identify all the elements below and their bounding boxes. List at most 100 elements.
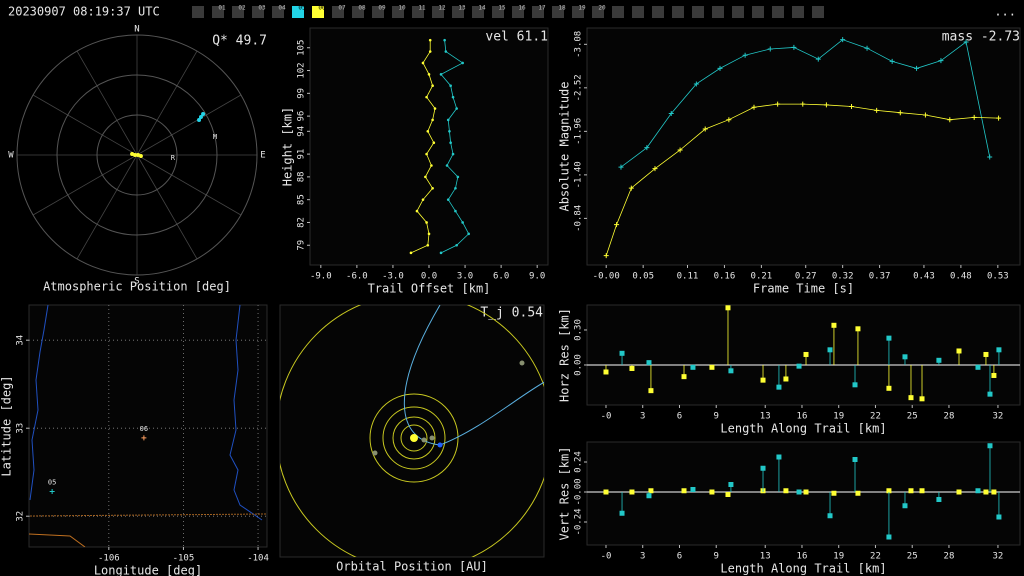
series-line <box>440 40 470 254</box>
stem-marker <box>936 497 942 502</box>
point <box>425 152 428 156</box>
stem-marker <box>629 489 635 495</box>
camera-toggle[interactable] <box>212 6 224 18</box>
plot-area <box>586 441 1021 546</box>
x-tick-label: 22 <box>870 552 881 562</box>
camera-label: 05 <box>298 5 306 12</box>
x-tick-label: 25 <box>907 552 918 562</box>
point <box>947 117 953 123</box>
point <box>443 38 446 42</box>
camera-toggle[interactable] <box>432 6 444 18</box>
camera-toggle[interactable] <box>372 6 384 18</box>
camera-toggle[interactable] <box>572 6 584 18</box>
menu-button[interactable]: ... <box>994 5 1016 19</box>
camera-toggle[interactable] <box>612 6 624 18</box>
stem-marker <box>831 322 837 328</box>
camera-toggle[interactable] <box>272 6 284 18</box>
camera-label: 15 <box>498 5 506 12</box>
camera-toggle[interactable] <box>412 6 424 18</box>
stem-marker <box>886 488 892 494</box>
annotation: mass -2.73 <box>942 30 1020 45</box>
camera-toggle[interactable] <box>732 6 744 18</box>
camera-toggle[interactable] <box>752 6 764 18</box>
camera-toggle[interactable] <box>712 6 724 18</box>
stem-marker <box>956 489 962 495</box>
point <box>461 61 464 65</box>
camera-toggle[interactable] <box>632 6 644 18</box>
x-tick-label: 6.0 <box>493 272 509 282</box>
x-tick-label: -105 <box>173 554 195 564</box>
point <box>849 103 855 109</box>
camera-toggle[interactable] <box>552 6 564 18</box>
y-tick-label: 99 <box>297 88 307 99</box>
point <box>421 61 425 65</box>
trail-point <box>198 115 203 120</box>
y-tick-label: 91 <box>297 149 307 160</box>
camera-toggle[interactable] <box>252 6 264 18</box>
camera-toggle[interactable] <box>232 6 244 18</box>
point <box>425 221 428 224</box>
stem-marker <box>991 372 997 378</box>
point <box>409 251 413 255</box>
orbit-diagram <box>280 305 544 557</box>
stem-marker <box>852 382 858 388</box>
y-axis-label: Height [km] <box>281 107 295 186</box>
camera-toggle[interactable] <box>652 6 664 18</box>
point <box>449 84 452 88</box>
camera-toggle[interactable] <box>332 6 344 18</box>
stem-marker <box>803 351 809 357</box>
stem-marker <box>619 350 625 356</box>
stem-marker <box>908 395 914 401</box>
point <box>427 73 431 76</box>
camera-toggle[interactable] <box>592 6 604 18</box>
camera-label: 07 <box>338 5 346 12</box>
point <box>446 198 450 201</box>
x-tick-label: 3 <box>640 412 645 422</box>
stem-marker <box>852 457 858 462</box>
x-tick-label: 0.16 <box>714 272 736 282</box>
point <box>742 52 748 58</box>
x-tick-label: -0 <box>601 412 612 422</box>
stem-marker <box>983 351 989 357</box>
stem-marker <box>908 488 914 494</box>
camera-toggle[interactable] <box>792 6 804 18</box>
stem-marker <box>619 510 625 516</box>
camera-toggle[interactable] <box>512 6 524 18</box>
camera-toggle[interactable] <box>292 6 304 18</box>
camera-toggle[interactable] <box>672 6 684 18</box>
stem-marker <box>648 388 654 394</box>
camera-toggle[interactable] <box>312 6 324 18</box>
camera-label: 06 <box>318 5 326 12</box>
plot-area <box>586 304 1021 406</box>
spoke <box>136 154 198 260</box>
camera-toggle[interactable] <box>352 6 364 18</box>
camera-toggle[interactable] <box>692 6 704 18</box>
camera-toggle[interactable] <box>452 6 464 18</box>
camera-toggle[interactable] <box>812 6 824 18</box>
stem-marker <box>760 377 766 383</box>
point <box>767 46 773 52</box>
stem-marker <box>728 368 734 374</box>
y-tick-label: -3.08 <box>574 31 584 58</box>
camera-label: 18 <box>558 5 566 12</box>
y-tick-label: 0.30 <box>574 319 584 341</box>
stem-marker <box>776 454 782 460</box>
camera-toggle[interactable] <box>532 6 544 18</box>
stem-marker <box>728 482 734 487</box>
point <box>751 104 757 110</box>
x-axis-label: Longitude [deg] <box>94 564 202 576</box>
camera-label: 02 <box>238 5 246 12</box>
chart-title: Orbital Position [AU] <box>336 560 488 574</box>
point <box>791 44 797 50</box>
y-tick-label: -0.84 <box>574 205 584 232</box>
x-tick-label: -0 <box>601 552 612 562</box>
stem-marker <box>725 305 731 311</box>
camera-toggle[interactable] <box>772 6 784 18</box>
camera-toggle[interactable] <box>492 6 504 18</box>
camera-toggle[interactable] <box>472 6 484 18</box>
camera-toggle[interactable] <box>192 6 204 18</box>
camera-toggle[interactable] <box>392 6 404 18</box>
direction-label: N <box>134 25 139 35</box>
camera-label: 09 <box>378 5 386 12</box>
point <box>444 50 448 53</box>
